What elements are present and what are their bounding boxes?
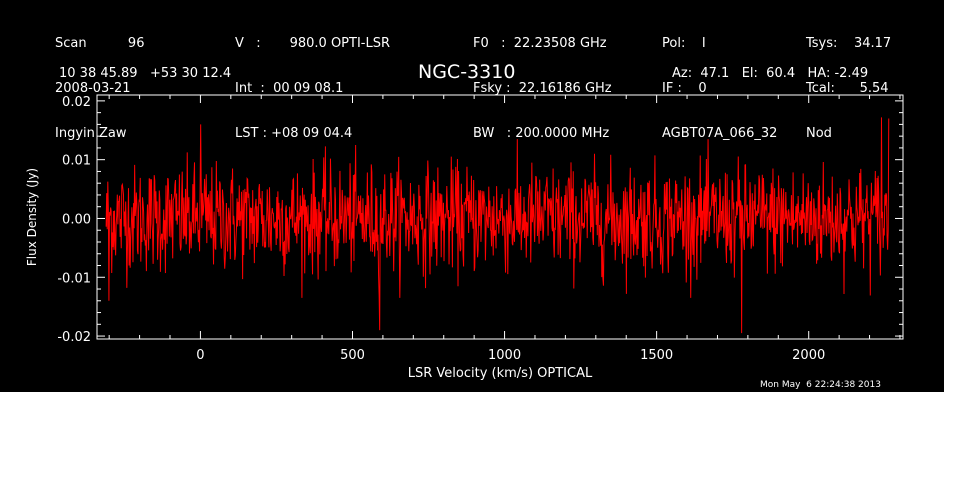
y-tick-label: 0.01 bbox=[62, 154, 91, 169]
timestamp: Mon May 6 22:24:38 2013 bbox=[760, 380, 881, 390]
x-tick-label: 500 bbox=[340, 348, 365, 363]
polarization-info: Pol: I IF : 0 AGBT07A_066_32 bbox=[662, 6, 777, 171]
bandwidth: BW : 200.0000 MHz bbox=[473, 126, 610, 141]
y-tick-label: -0.02 bbox=[57, 330, 91, 345]
procedure-type: Nod bbox=[806, 126, 832, 141]
x-tick-label: 0 bbox=[196, 348, 204, 363]
observation-date: 2008-03-21 bbox=[55, 81, 131, 96]
x-tick-label: 1000 bbox=[488, 348, 521, 363]
observer-name: Ingyin Zaw bbox=[55, 126, 127, 141]
tcal-value: Tcal: 5.54 bbox=[806, 81, 889, 96]
plot-window: Scan 96 2008-03-21 Ingyin Zaw V : 980.0 … bbox=[0, 0, 944, 392]
tsys-value: Tsys: 34.17 bbox=[806, 36, 892, 51]
y-tick-label: -0.01 bbox=[57, 271, 91, 286]
spectrum-trace-layer bbox=[105, 117, 890, 334]
x-tick-label: 1500 bbox=[640, 348, 673, 363]
x-axis-label: LSR Velocity (km/s) OPTICAL bbox=[408, 366, 593, 381]
source-name: NGC-3310 bbox=[418, 61, 516, 83]
if-number: IF : 0 bbox=[662, 81, 707, 96]
scan-number: Scan 96 bbox=[55, 36, 145, 51]
y-axis-label: Flux Density (Jy) bbox=[25, 168, 39, 266]
plot-frame bbox=[96, 94, 904, 340]
spectrum-chart: 0 500 1000 1500 2000 -0.02 -0.01 0.00 0.01 0.02 L… bbox=[25, 94, 904, 381]
y-tick-label: 0.02 bbox=[62, 95, 91, 110]
lst-value: LST : +08 09 04.4 bbox=[235, 126, 353, 141]
frequency-info: F0 : 22.23508 GHz Fsky : 22.16186 GHz BW… bbox=[473, 6, 612, 171]
source-coordinates: 10 38 45.89 +53 30 12.4 bbox=[59, 66, 232, 81]
x-tick-label: 2000 bbox=[792, 348, 825, 363]
project-id: AGBT07A_066_32 bbox=[662, 126, 778, 141]
rest-frequency: F0 : 22.23508 GHz bbox=[473, 36, 607, 51]
sky-frequency: Fsky : 22.16186 GHz bbox=[473, 81, 612, 96]
scan-info: Scan 96 2008-03-21 Ingyin Zaw bbox=[55, 6, 144, 171]
system-info: Tsys: 34.17 Tcal: 5.54 Nod bbox=[806, 6, 891, 171]
spectrum-trace bbox=[105, 117, 890, 334]
velocity-info: V : 980.0 OPTI-LSR Int : 00 09 08.1 LST … bbox=[235, 6, 390, 171]
polarization: Pol: I bbox=[662, 36, 706, 51]
integration-time: Int : 00 09 08.1 bbox=[235, 81, 344, 96]
pointing-info: Az: 47.1 El: 60.4 HA: -2.49 bbox=[672, 66, 869, 81]
axis-layer: 0 500 1000 1500 2000 -0.02 -0.01 0.00 0.01 0.02 bbox=[57, 95, 903, 363]
velocity-value: V : 980.0 OPTI-LSR bbox=[235, 36, 391, 51]
y-tick-label: 0.00 bbox=[62, 212, 91, 227]
